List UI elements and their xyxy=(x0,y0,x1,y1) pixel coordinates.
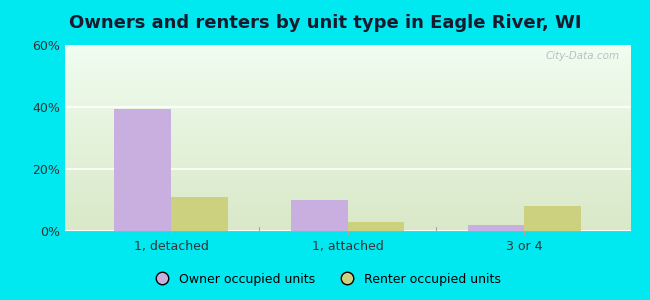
Bar xyxy=(348,222,404,231)
Bar xyxy=(65,188,630,191)
Bar xyxy=(65,94,630,98)
Bar xyxy=(65,101,630,104)
Bar xyxy=(65,129,630,132)
Bar xyxy=(65,154,630,157)
Bar xyxy=(65,160,630,163)
Bar xyxy=(65,132,630,135)
Text: City-Data.com: City-Data.com xyxy=(545,51,619,61)
Bar xyxy=(468,225,525,231)
Bar xyxy=(65,209,630,212)
Bar xyxy=(65,70,630,73)
Bar xyxy=(65,182,630,184)
Bar xyxy=(65,141,630,144)
Bar xyxy=(65,178,630,182)
Bar xyxy=(65,191,630,194)
Bar xyxy=(65,57,630,61)
Bar xyxy=(65,73,630,76)
Bar xyxy=(65,175,630,178)
Bar xyxy=(65,169,630,172)
Bar xyxy=(114,109,171,231)
Bar xyxy=(65,163,630,166)
Bar xyxy=(65,122,630,126)
Bar xyxy=(65,194,630,197)
Bar xyxy=(65,147,630,150)
Bar xyxy=(65,203,630,206)
Bar xyxy=(65,92,630,94)
Bar xyxy=(65,212,630,215)
Bar xyxy=(65,48,630,51)
Bar xyxy=(65,197,630,200)
Bar xyxy=(65,54,630,57)
Text: Owners and renters by unit type in Eagle River, WI: Owners and renters by unit type in Eagle… xyxy=(69,14,581,32)
Bar xyxy=(65,225,630,228)
Bar xyxy=(65,135,630,138)
Bar xyxy=(65,107,630,110)
Bar xyxy=(65,200,630,203)
Bar xyxy=(65,144,630,147)
Bar xyxy=(65,98,630,101)
Legend: Owner occupied units, Renter occupied units: Owner occupied units, Renter occupied un… xyxy=(144,268,506,291)
Bar xyxy=(65,104,630,107)
Bar xyxy=(65,157,630,160)
Bar xyxy=(291,200,348,231)
Bar xyxy=(65,138,630,141)
Bar xyxy=(65,166,630,169)
Bar xyxy=(65,67,630,70)
Bar xyxy=(65,126,630,129)
Bar xyxy=(65,206,630,209)
Bar xyxy=(65,119,630,122)
Bar xyxy=(65,113,630,116)
Bar xyxy=(65,172,630,175)
Bar xyxy=(65,116,630,119)
Bar xyxy=(525,206,581,231)
Bar xyxy=(65,61,630,64)
Bar xyxy=(65,82,630,85)
Bar xyxy=(65,85,630,88)
Bar xyxy=(65,184,630,188)
Bar xyxy=(65,215,630,219)
Bar xyxy=(65,64,630,67)
Bar xyxy=(65,219,630,222)
Bar xyxy=(65,150,630,154)
Bar xyxy=(65,88,630,92)
Bar xyxy=(65,51,630,54)
Bar xyxy=(65,76,630,79)
Bar xyxy=(171,197,228,231)
Bar xyxy=(65,110,630,113)
Bar xyxy=(65,222,630,225)
Bar xyxy=(65,45,630,48)
Bar xyxy=(65,228,630,231)
Bar xyxy=(65,79,630,82)
